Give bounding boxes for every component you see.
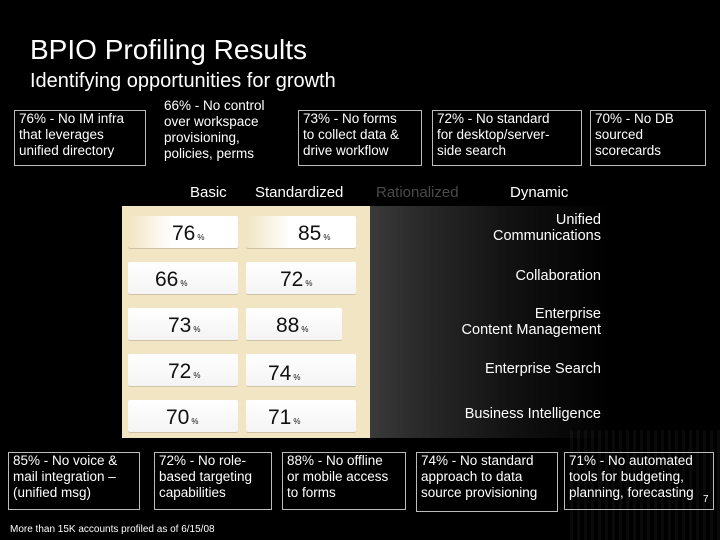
- callout-budgeting-tools: 71% - No automated tools for budgeting, …: [564, 452, 714, 510]
- callout-text: 73% - No forms to collect data & drive w…: [303, 111, 400, 158]
- callout-voice-mail: 85% - No voice & mail integration – (uni…: [8, 452, 140, 510]
- pct-value: 76: [172, 222, 196, 245]
- pct-value: 66: [155, 268, 179, 291]
- cell-basic: [128, 216, 238, 248]
- callout-workspace: 66% - No control over workspace provisio…: [160, 98, 290, 166]
- cell-basic: [128, 308, 238, 340]
- pct-value: 73: [168, 314, 192, 337]
- header-standardized: Standardized: [255, 184, 344, 201]
- pct-sign: %: [191, 417, 199, 426]
- page-subtitle: Identifying opportunities for growth: [30, 70, 336, 92]
- pct-sign: %: [293, 373, 301, 382]
- pct-basic-collab: 66%: [155, 268, 187, 292]
- callout-text: 76% - No IM infra that leverages unified…: [19, 111, 125, 158]
- callout-text: 74% - No standard approach to data sourc…: [421, 453, 538, 500]
- pct-sign: %: [301, 325, 309, 334]
- cell-basic: [128, 400, 238, 432]
- callout-im-infra: 76% - No IM infra that leverages unified…: [14, 110, 146, 166]
- header-dynamic: Dynamic: [510, 184, 569, 201]
- pct-standardized-collab: 72%: [280, 268, 312, 292]
- callout-text: 72% - No standard for desktop/server- si…: [437, 111, 550, 158]
- pct-sign: %: [193, 371, 201, 380]
- pct-standardized-ucomm: 85%: [298, 222, 330, 246]
- callout-text: 88% - No offline or mobile access to for…: [287, 453, 389, 500]
- pct-value: 74: [268, 362, 292, 385]
- capability-business-intelligence: Business Intelligence: [464, 406, 601, 422]
- pct-sign: %: [305, 279, 313, 288]
- pct-sign: %: [293, 417, 301, 426]
- callout-role-targeting: 72% - No role- based targeting capabilit…: [154, 452, 272, 510]
- pct-basic-ucomm: 76%: [172, 222, 204, 246]
- cell-standardized: [246, 262, 356, 294]
- page-number: 7: [703, 494, 709, 505]
- pct-sign: %: [323, 233, 331, 242]
- pct-basic-bi: 70%: [166, 406, 198, 430]
- header-basic: Basic: [190, 184, 227, 201]
- cell-basic: [128, 354, 238, 386]
- pct-basic-ecm: 73%: [168, 314, 200, 338]
- pct-standardized-search: 74%: [268, 362, 300, 386]
- pct-standardized-bi: 71%: [268, 406, 300, 430]
- pct-value: 72: [168, 360, 192, 383]
- callout-text: 72% - No role- based targeting capabilit…: [159, 453, 253, 500]
- grid-shading: [370, 206, 610, 438]
- callout-text: 85% - No voice & mail integration – (uni…: [13, 453, 118, 500]
- callout-text: 71% - No automated tools for budgeting, …: [569, 453, 694, 500]
- pct-standardized-ecm: 88%: [276, 314, 308, 338]
- cell-standardized: [246, 400, 356, 432]
- pct-basic-search: 72%: [168, 360, 200, 384]
- background-texture: [570, 430, 720, 540]
- callout-text: 66% - No control over workspace provisio…: [164, 98, 265, 161]
- callout-offline-forms: 88% - No offline or mobile access to for…: [282, 452, 406, 510]
- pct-sign: %: [193, 325, 201, 334]
- page-title: BPIO Profiling Results: [30, 34, 307, 65]
- pct-sign: %: [180, 279, 188, 288]
- callout-data-provisioning: 74% - No standard approach to data sourc…: [416, 452, 558, 512]
- header-rationalized: Rationalized: [376, 184, 459, 201]
- callout-forms: 73% - No forms to collect data & drive w…: [298, 110, 422, 166]
- cell-basic: [128, 262, 238, 294]
- pct-value: 85: [298, 222, 322, 245]
- callout-scorecards: 70% - No DB sourced scorecards: [590, 110, 706, 166]
- capability-enterprise-content-management: Enterprise Content Management: [461, 306, 601, 338]
- cell-standardized: [246, 354, 356, 386]
- cell-standardized: [246, 216, 356, 248]
- capability-collaboration: Collaboration: [515, 268, 601, 284]
- pct-sign: %: [197, 233, 205, 242]
- callout-search: 72% - No standard for desktop/server- si…: [432, 110, 582, 166]
- capability-enterprise-search: Enterprise Search: [484, 361, 601, 377]
- pct-value: 88: [276, 314, 300, 337]
- pct-value: 71: [268, 406, 292, 429]
- pct-value: 72: [280, 268, 304, 291]
- capability-unified-communications: Unified Communications: [493, 212, 601, 244]
- pct-value: 70: [166, 406, 190, 429]
- footnote: More than 15K accounts profiled as of 6/…: [10, 524, 215, 535]
- cell-standardized: [246, 308, 342, 340]
- callout-text: 70% - No DB sourced scorecards: [595, 111, 674, 158]
